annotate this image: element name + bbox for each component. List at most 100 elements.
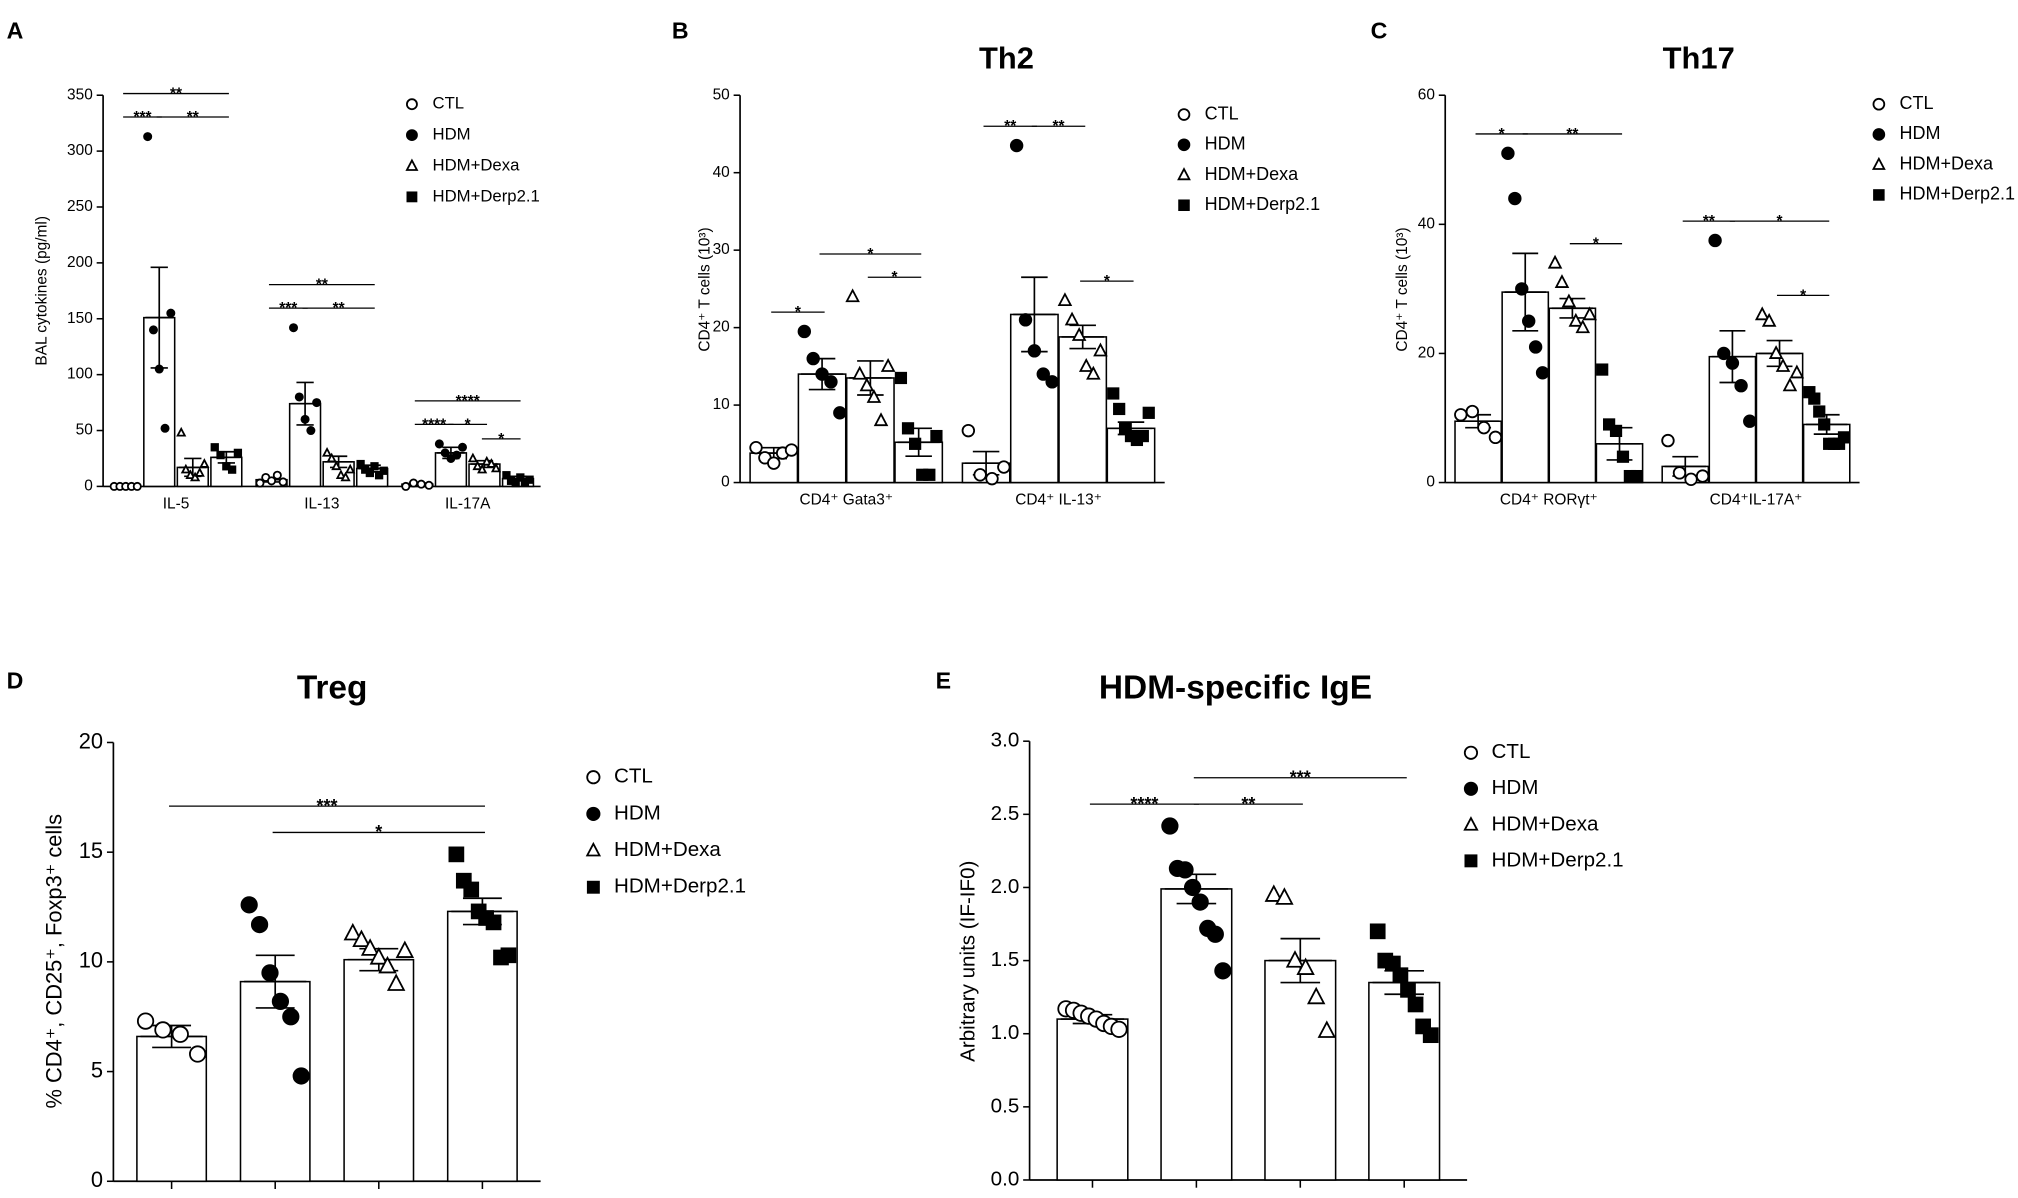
data-point [1515,282,1529,296]
significance-label: *** [133,109,151,126]
data-point [923,468,936,481]
data-point [1422,1027,1439,1044]
y-axis-label: Arbitrary units (IF-IF0) [957,861,980,1062]
data-point [1191,893,1209,911]
panel-title: Th2 [979,41,1034,76]
data-point [1392,967,1409,984]
data-point [797,324,812,339]
significance-label: * [498,431,504,448]
bar [1009,313,1059,484]
significance-label: * [1499,126,1505,143]
legend-marker [1177,138,1191,152]
significance-label: ** [1703,213,1715,230]
data-point [292,1067,310,1085]
data-point [985,471,999,486]
data-point [463,881,480,898]
panel: E HDM-specific IgE Arbitrary units (IF-IF0… [936,667,1624,1190]
y-tick-label: 10 [713,396,730,413]
data-point [901,422,915,435]
data-point [472,460,483,471]
y-tick-label: 0 [84,477,93,494]
data-point [1761,312,1777,327]
data-point [457,442,467,452]
data-point [1695,469,1710,483]
legend-label: CTL [1899,93,1933,113]
data-point [171,1025,189,1043]
data-point [1465,404,1480,419]
data-point [190,471,201,482]
data-point [1027,344,1042,358]
data-point [136,1012,155,1030]
data-point [374,471,384,480]
data-point [409,478,419,488]
legend-label: HDM+Derp2.1 [433,186,540,205]
data-point [1488,430,1503,445]
y-tick-label: 20 [1418,345,1435,362]
y-tick-label: 15 [79,838,103,863]
data-point [873,412,889,427]
data-point [1078,358,1094,372]
y-tick-label: 1.0 [991,1021,1020,1044]
data-point [1064,311,1080,326]
data-point [1454,408,1468,422]
legend-label: HDM [433,125,471,144]
data-point [1630,469,1643,483]
data-point [1522,314,1536,328]
panel-label: C [1371,18,1388,44]
legend-marker [1178,199,1190,212]
y-tick-label: 40 [1418,215,1435,232]
data-point [312,398,322,408]
legend-marker [1463,745,1479,760]
data-point [335,469,347,480]
data-point [467,452,478,463]
bar [343,958,415,1183]
data-point [278,477,288,487]
panel-label: A [7,18,24,44]
data-point [833,406,847,420]
data-point [352,929,371,948]
data-point [378,955,397,974]
legend-label: HDM+Dexa [1899,153,1994,173]
panel-title: Treg [297,670,368,707]
data-point [502,471,511,480]
data-point [1275,887,1294,905]
data-point [1161,817,1179,835]
data-point [148,325,158,335]
y-tick-label: 250 [67,198,93,215]
data-point [1317,1020,1337,1038]
y-axis-label: % CD4⁺, CD25⁺, Foxp3⁺ cells [41,814,66,1109]
data-point [416,479,426,489]
significance-label: ** [1053,118,1065,135]
data-point [1609,424,1623,438]
y-tick-label: 30 [713,241,730,258]
legend-label: CTL [433,94,465,113]
y-tick-label: 0.5 [991,1094,1020,1117]
data-point [240,896,258,914]
data-point [199,458,210,468]
legend-label: HDM+Dexa [614,838,721,861]
data-point [1110,1020,1128,1038]
data-point [1214,962,1232,980]
data-point [1684,472,1698,487]
data-point [784,443,799,457]
data-point [1603,418,1616,431]
data-point [271,992,290,1010]
legend-marker [1873,189,1885,201]
y-tick-label: 40 [713,164,730,181]
data-point [1725,356,1740,370]
significance-label: * [465,416,471,433]
data-point [154,364,164,374]
data-point [909,437,922,450]
data-point [767,456,781,470]
legend-marker [406,129,418,142]
significance-label: *** [279,300,297,317]
legend-marker [586,806,601,821]
data-point [1508,191,1522,206]
panel: C Th17 CD4⁺ T cells (10³) 0 20 40 60 CD4⁺ RORγt… [1371,18,2015,509]
y-tick-label: 50 [76,422,93,439]
legend-label: HDM+Dexa [1492,812,1599,835]
panel-title: HDM-specific IgE [1099,670,1372,707]
data-point [481,455,492,466]
data-point [365,468,374,478]
legend-marker [406,98,418,111]
